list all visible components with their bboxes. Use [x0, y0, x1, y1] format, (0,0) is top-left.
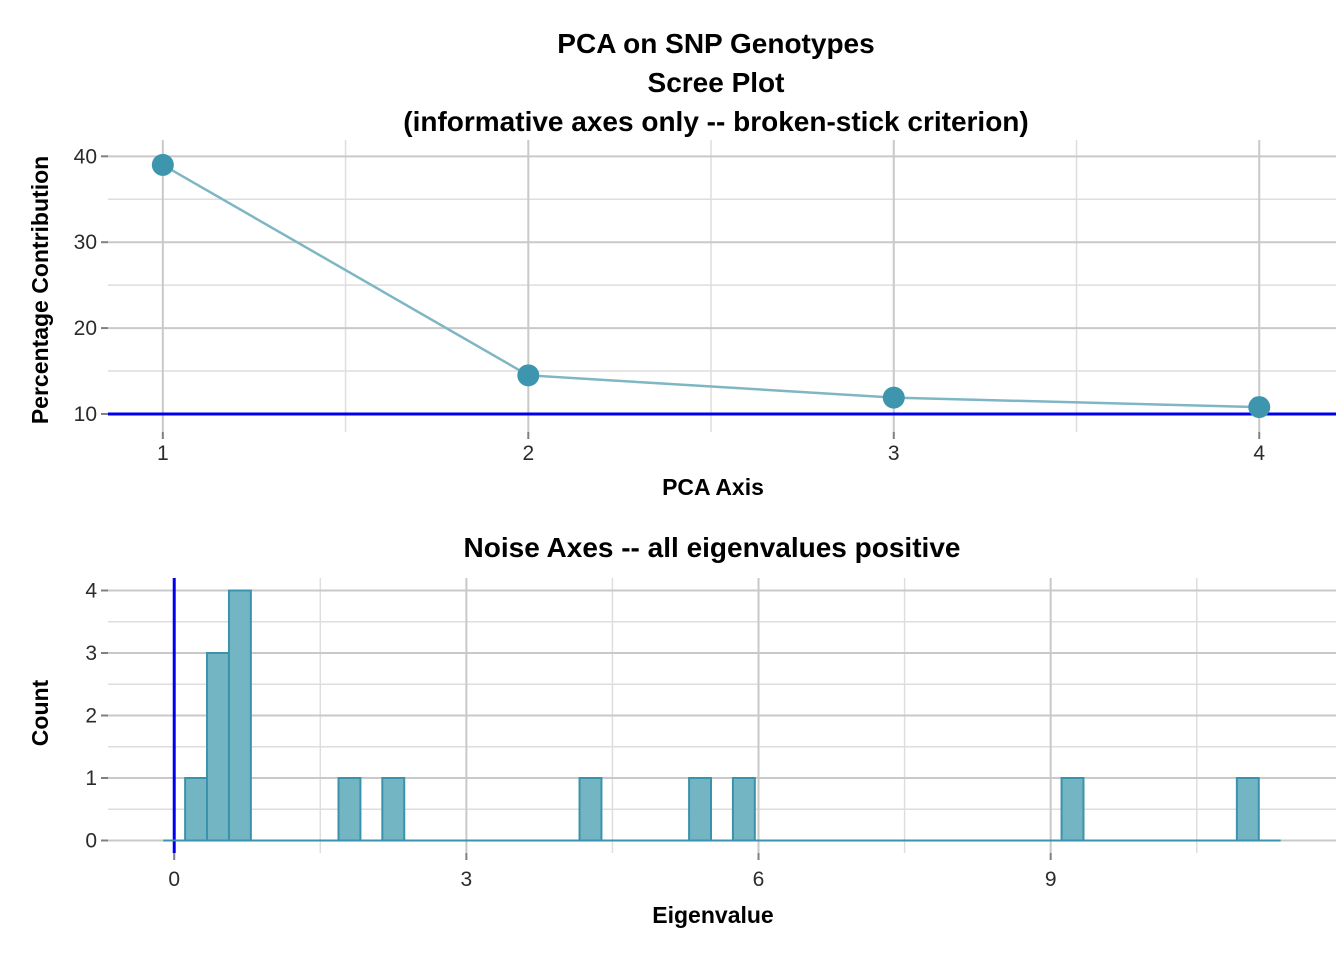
y-tick-label: 4 — [85, 580, 97, 603]
x-tick-label: 3 — [461, 868, 473, 891]
scree-point — [882, 386, 905, 409]
scree-point — [1248, 396, 1271, 419]
scree-line — [162, 163, 1260, 409]
scree-x-axis-title: PCA Axis — [662, 474, 764, 500]
histogram-x-axis-title: Eigenvalue — [652, 902, 773, 928]
x-tick-label: 9 — [1045, 868, 1057, 891]
histogram-bar — [578, 777, 603, 842]
histogram-bar — [337, 777, 362, 842]
histogram-bar — [731, 777, 756, 842]
x-tick-label: 0 — [168, 868, 180, 891]
y-tick-label: 2 — [85, 705, 97, 728]
x-tick-label: 3 — [888, 442, 900, 465]
histogram-bar — [227, 589, 252, 842]
histogram-bar — [1235, 777, 1260, 842]
x-tick-label: 6 — [753, 868, 765, 891]
x-tick-label: 1 — [157, 442, 169, 465]
histogram-bar — [381, 777, 406, 842]
y-tick-label: 30 — [74, 231, 97, 254]
scree-y-axis-title: Percentage Contribution — [27, 156, 53, 424]
x-tick-label: 4 — [1253, 442, 1265, 465]
y-tick-label: 20 — [74, 317, 97, 340]
scree-title-line1: PCA on SNP Genotypes — [557, 28, 874, 59]
histogram-bar — [1060, 777, 1085, 842]
histogram-bar — [688, 777, 712, 842]
y-tick-label: 40 — [74, 145, 97, 168]
y-tick-label: 10 — [74, 403, 97, 426]
histogram-bar — [206, 652, 230, 842]
x-tick-label: 2 — [522, 442, 534, 465]
scree-point — [151, 153, 174, 176]
scree-title-line2: Scree Plot — [648, 67, 785, 98]
histogram-panel: 0 1 2 3 4 0 3 6 9 — [85, 578, 1336, 891]
scree-plot-panel: 10 20 30 40 1 2 3 4 — [74, 140, 1336, 465]
y-tick-label: 1 — [85, 767, 97, 790]
histogram-y-axis-title: Count — [27, 679, 53, 746]
scree-title-line3: (informative axes only -- broken-stick c… — [403, 106, 1029, 137]
scree-point — [517, 364, 540, 387]
y-tick-label: 3 — [85, 642, 97, 665]
histogram-bar — [184, 777, 209, 842]
y-tick-label: 0 — [85, 830, 97, 853]
histogram-title: Noise Axes -- all eigenvalues positive — [464, 532, 961, 563]
